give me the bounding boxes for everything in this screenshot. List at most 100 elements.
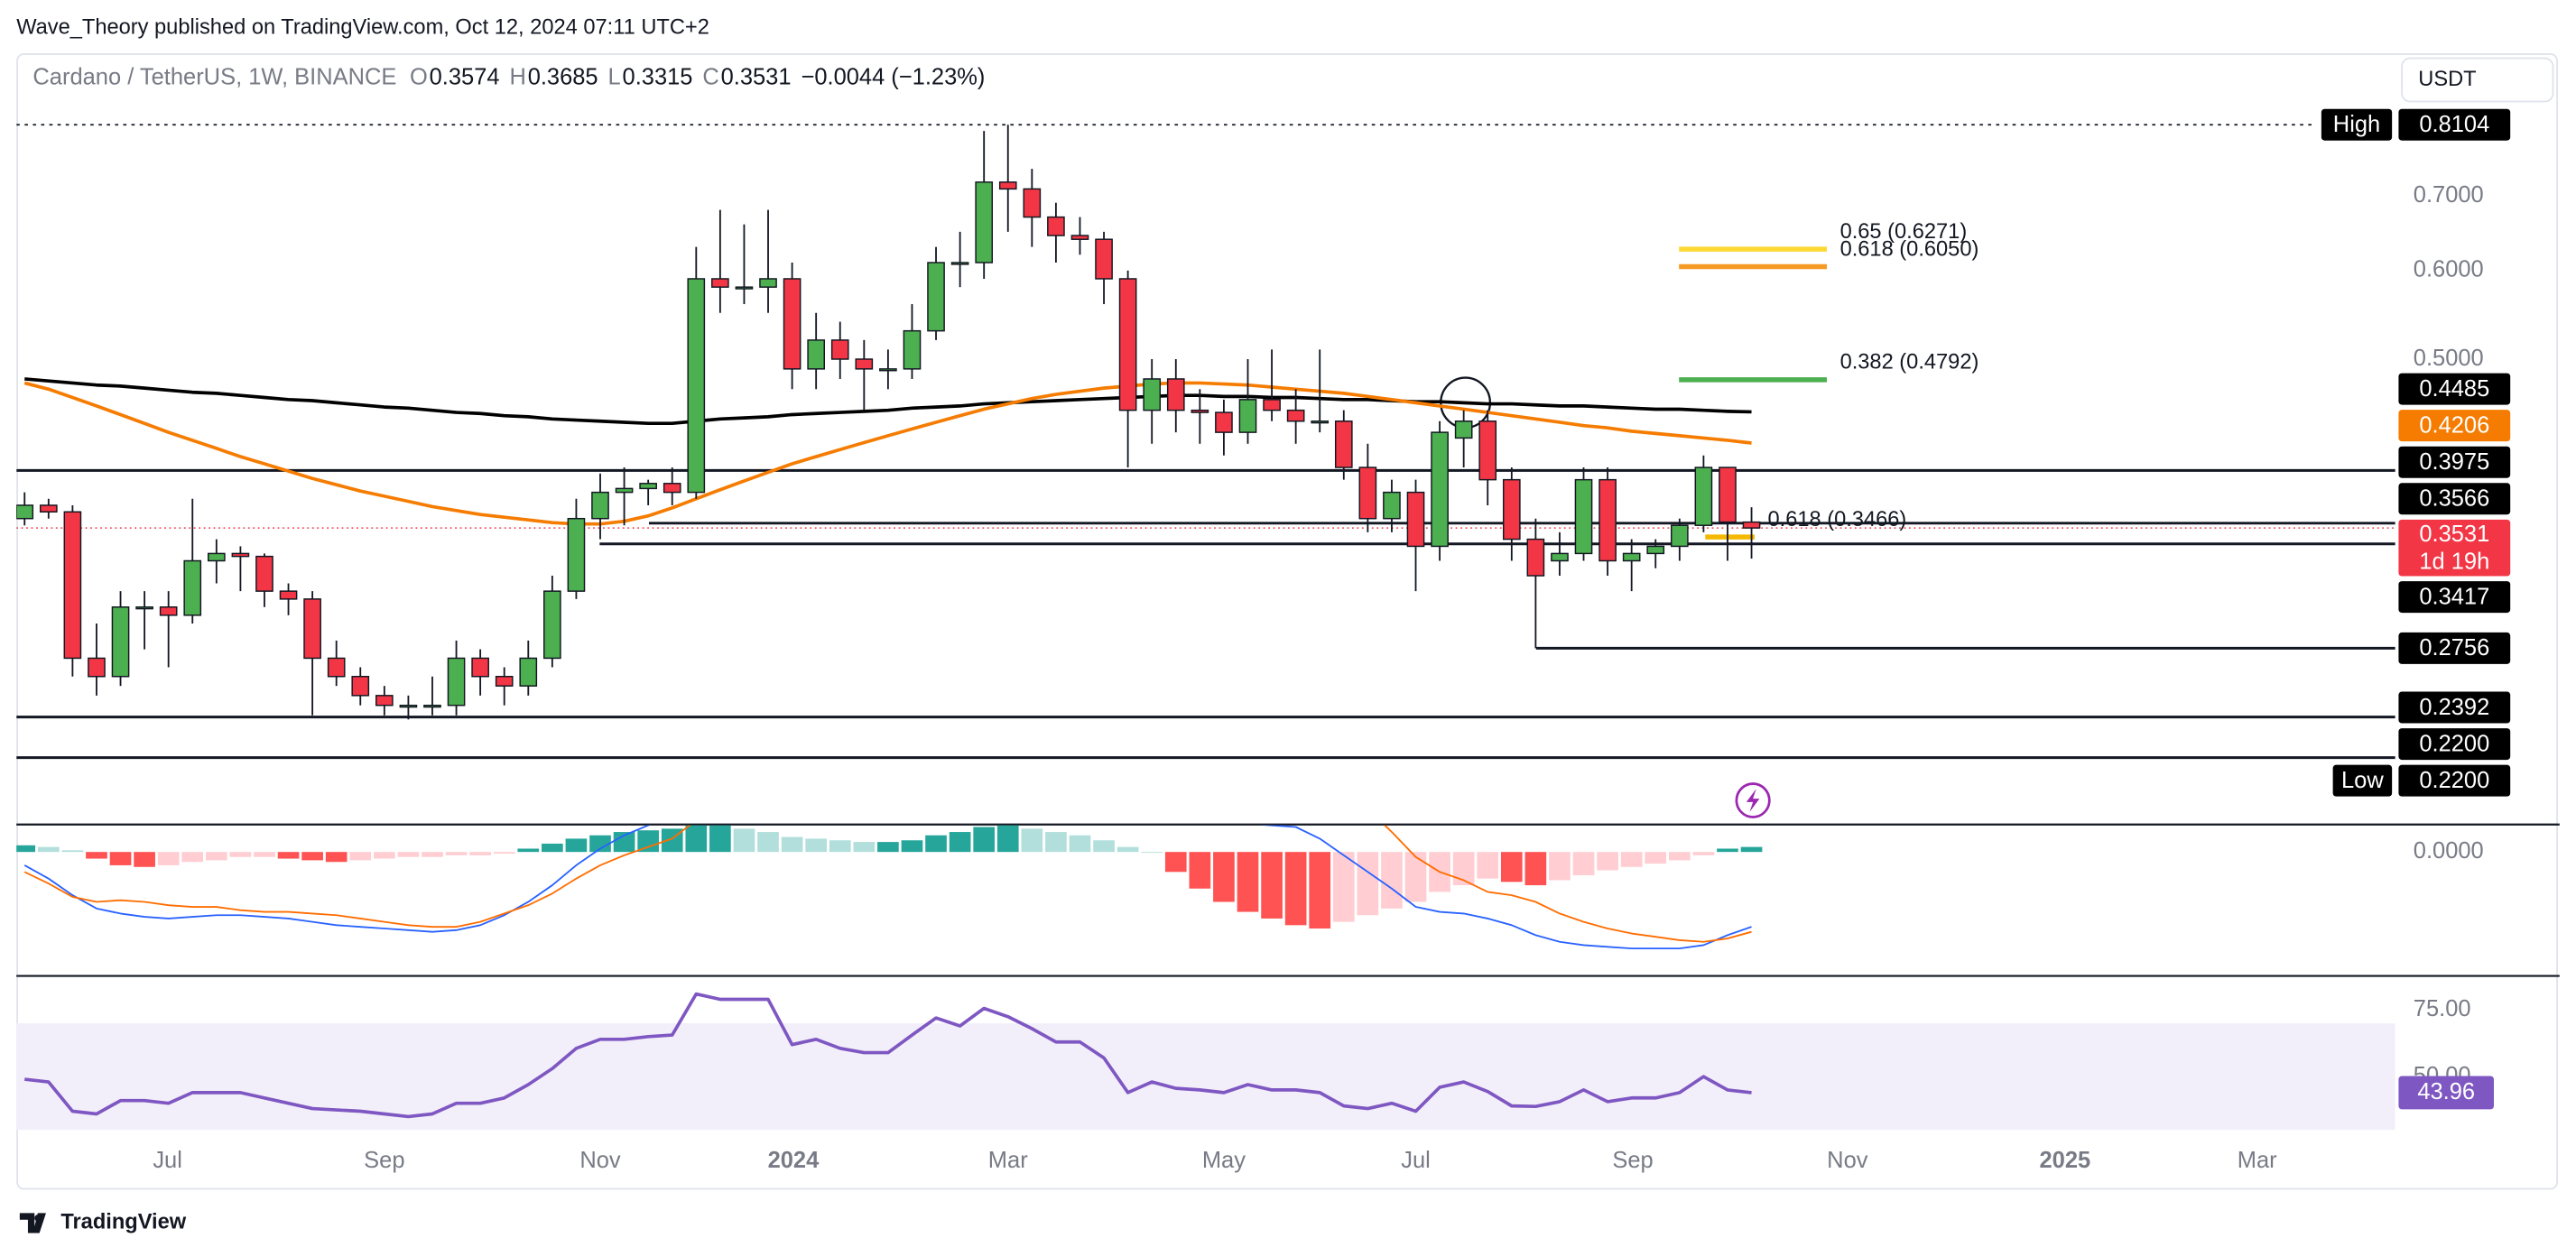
moving-average	[24, 377, 1752, 426]
candle-body	[1263, 399, 1281, 411]
price-tag-label: 0.4206	[2419, 412, 2489, 438]
price-tag-label: 0.2756	[2419, 635, 2489, 661]
macd-histogram-bar	[709, 825, 731, 853]
macd-histogram-bar	[589, 835, 611, 853]
y-tick-label: 0.6000	[2414, 257, 2484, 282]
macd-histogram-bar	[757, 832, 779, 853]
candle-body	[351, 676, 370, 697]
price-tag	[2398, 581, 2511, 614]
y-tick-label: 0.5000	[2414, 346, 2484, 371]
candle-body	[159, 606, 178, 616]
macd-histogram-bar	[374, 852, 395, 859]
rsi-band	[16, 1023, 2395, 1131]
candle-body	[255, 555, 273, 592]
candle-body	[1719, 467, 1737, 523]
candle-body	[375, 695, 394, 707]
brand-logo	[19, 1213, 46, 1233]
macd-histogram-bar	[949, 832, 971, 853]
macd-histogram-bar	[1645, 852, 1667, 864]
macd-histogram-bar	[805, 838, 828, 853]
candle-body	[447, 657, 466, 707]
signal-line	[23, 825, 1752, 943]
candle-body	[1454, 420, 1473, 439]
macd-histogram-bar	[134, 852, 155, 867]
macd-histogram-bar	[1021, 828, 1043, 853]
price-tag-label: 0.2392	[2419, 695, 2489, 720]
chart-frame	[16, 53, 2558, 1190]
candle-body	[1622, 552, 1641, 562]
macd-histogram-bar	[1524, 852, 1547, 886]
ohlc-value: 0.3574	[430, 64, 500, 89]
candle-body	[663, 483, 681, 494]
ohlc-value: 0.3685	[528, 64, 598, 89]
candle-body	[16, 504, 34, 520]
macd-histogram-bar	[1668, 852, 1691, 861]
ohlc-letter: C	[702, 64, 718, 89]
macd-histogram-bar	[1452, 852, 1475, 886]
macd-histogram-bar	[517, 848, 540, 853]
macd-histogram-bar	[1404, 852, 1427, 902]
y-tick-label: 0.7000	[2414, 182, 2484, 208]
price-tag	[2398, 764, 2511, 797]
macd-histogram-bar	[1381, 852, 1403, 909]
currency-button[interactable]	[2401, 57, 2554, 103]
candle-body	[1215, 411, 1233, 433]
macd-histogram-bar	[1069, 835, 1091, 853]
candle-body	[687, 278, 706, 494]
candle-body	[711, 278, 729, 288]
price-tag	[2398, 108, 2511, 141]
macd-histogram-bar	[1237, 852, 1259, 912]
candle-body	[1694, 467, 1713, 526]
x-tick-label: Mar	[2238, 1148, 2277, 1173]
price-tag-name-box	[2321, 108, 2393, 141]
macd-histogram-bar	[1261, 852, 1283, 919]
macd-histogram-bar	[157, 852, 180, 865]
rsi-pane	[16, 992, 2395, 1131]
macd-histogram-bar	[613, 832, 635, 853]
macd-line	[23, 825, 1752, 950]
x-tick-label: May	[1202, 1148, 1246, 1173]
candle-body	[639, 483, 657, 490]
candle-body	[135, 606, 153, 610]
candle-body	[423, 704, 441, 708]
candle-body	[1406, 491, 1425, 548]
fib-label: 0.65 (0.6271)	[1840, 219, 1968, 244]
moving-average	[23, 381, 1752, 526]
price-tag	[2398, 632, 2511, 664]
price-tag	[2398, 519, 2511, 577]
macd-histogram-bar	[422, 852, 443, 857]
price-tag	[2398, 728, 2511, 761]
macd-histogram-bar	[1597, 852, 1618, 871]
candle-body	[1166, 378, 1185, 411]
macd-histogram-bar	[685, 825, 708, 853]
candle-body	[39, 504, 58, 513]
candle-body	[1191, 409, 1209, 413]
candle-body	[327, 657, 346, 678]
macd-histogram-bar	[565, 838, 588, 853]
candle-body	[279, 590, 298, 600]
candle-body	[1502, 478, 1521, 540]
candle-body	[1526, 538, 1545, 577]
macd-histogram-bar	[637, 830, 659, 853]
macd-histogram-bar	[301, 852, 323, 861]
currency[interactable]: USDT	[2418, 67, 2476, 91]
macd-histogram-bar	[1284, 852, 1307, 926]
ohlc-letter: O	[410, 64, 428, 89]
macd-histogram-bar	[1740, 846, 1763, 853]
candle-body	[1742, 521, 1761, 529]
macd-histogram-bar	[493, 852, 515, 855]
macd-histogram-bar	[1692, 852, 1715, 855]
candle-body	[1478, 420, 1497, 481]
brand: TradingView	[60, 1210, 186, 1234]
price-pane: 0.65 (0.6271)0.618 (0.6050) 0.382 (0.4792…	[16, 124, 2395, 760]
price-tag-name: Low	[2341, 768, 2384, 793]
fib-label: 0.618 (0.3466)	[1767, 507, 1906, 531]
candle-body	[88, 657, 106, 678]
candle-body	[1670, 524, 1689, 548]
price-tags: 0.8104 High 0.4485 0.4206 0.3975 0.3566 0.3531…	[2321, 108, 2511, 797]
candle-body	[1047, 216, 1065, 236]
macd-histogram-bar	[1117, 846, 1139, 853]
candle-body	[807, 339, 825, 370]
